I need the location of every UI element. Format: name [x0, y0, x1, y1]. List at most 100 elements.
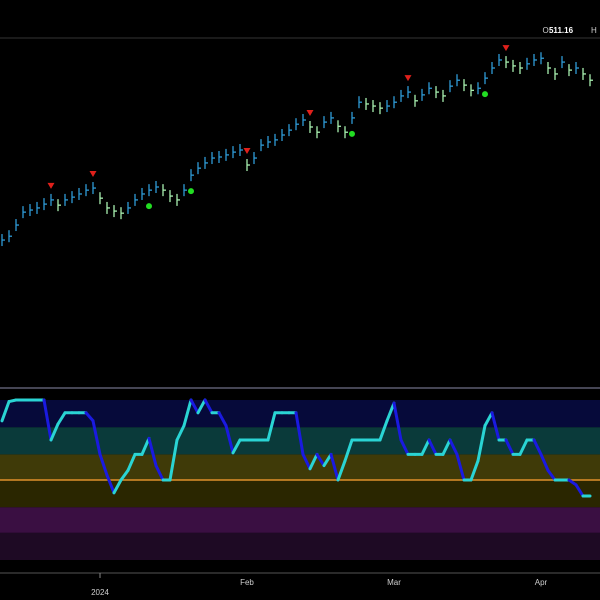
band: [0, 480, 600, 508]
oscillator-segment: [315, 452, 326, 468]
oscillator-segment: [294, 411, 305, 456]
price-bar: [512, 59, 516, 72]
oscillator-segment: [126, 452, 137, 472]
sell-signal: [306, 109, 314, 116]
price-bar: [316, 126, 320, 139]
oscillator-segment: [154, 464, 165, 482]
oscillator-segment: [140, 436, 151, 456]
price-bar: [218, 150, 222, 163]
oscillator-segment: [224, 424, 235, 455]
price-bar: [463, 79, 467, 92]
oscillator-segment: [189, 398, 200, 415]
price-bar: [337, 120, 341, 133]
price-bar: [526, 57, 530, 70]
price-bar: [225, 148, 229, 161]
oscillator-segment: [518, 438, 529, 456]
price-bar: [260, 139, 264, 152]
oscillator-segment: [441, 438, 452, 456]
oscillator-segment: [196, 398, 207, 415]
price-bar: [414, 94, 418, 107]
oscillator-segment: [56, 411, 67, 426]
oscillator-segment: [455, 452, 466, 482]
price-bar: [330, 111, 334, 124]
x-axis-labels: 2024 Feb Mar Apr: [91, 573, 548, 597]
oscillator-segment: [483, 411, 494, 428]
price-bar: [148, 184, 152, 197]
price-bar: [134, 193, 138, 206]
oscillator-segment: [147, 436, 158, 468]
price-bar: [323, 116, 327, 129]
price-bar: [106, 201, 110, 214]
price-bar: [554, 67, 558, 80]
oscillator-segment: [490, 411, 501, 442]
price-bar: [589, 74, 593, 87]
sell-signal: [502, 45, 510, 52]
band: [0, 507, 600, 533]
price-bar: [1, 234, 5, 247]
price-bar: [428, 82, 432, 95]
oscillator-segment: [119, 468, 130, 482]
price-bar: [400, 89, 404, 102]
price-bar: [435, 86, 439, 99]
price-bar: [169, 190, 173, 203]
price-bar: [176, 193, 180, 206]
price-bar: [57, 199, 61, 212]
x-tick-label: 2024: [91, 588, 109, 597]
price-bar: [540, 52, 544, 65]
oscillator-segment: [469, 459, 480, 482]
oscillator-segment: [420, 438, 431, 456]
price-bar: [372, 100, 376, 113]
oscillator-segment: [84, 411, 95, 423]
oscillator-segment: [91, 419, 102, 456]
price-bar: [232, 146, 236, 159]
price-bar: [71, 191, 75, 204]
buy-signal: [146, 203, 152, 210]
price-bar: [442, 89, 446, 102]
band: [0, 400, 600, 428]
price-panel: [1, 45, 593, 247]
oscillator-segment: [105, 473, 116, 495]
oscillator-segment: [399, 438, 410, 456]
oscillator-segment: [546, 468, 557, 482]
price-bar: [141, 187, 145, 200]
price-bar: [477, 82, 481, 95]
price-bar: [575, 62, 579, 75]
sell-signal: [47, 182, 55, 189]
x-tick-label: Apr: [535, 578, 548, 587]
oscillator-segment: [42, 398, 53, 442]
price-bar: [211, 152, 215, 165]
price-bar: [155, 181, 159, 194]
price-bar: [127, 201, 131, 214]
price-bar: [288, 124, 292, 137]
high-label: H: [591, 26, 597, 35]
buy-signal: [188, 188, 194, 195]
price-bar: [302, 114, 306, 127]
price-bar: [491, 62, 495, 75]
price-bar: [421, 88, 425, 101]
price-bar: [582, 67, 586, 80]
price-bar: [120, 207, 124, 220]
price-bar: [36, 201, 40, 214]
price-bar: [99, 192, 103, 205]
price-bar: [92, 182, 96, 195]
oscillator-segment: [539, 452, 550, 472]
price-bar: [267, 135, 271, 148]
oscillator-segment: [343, 438, 354, 463]
oscillator-segment: [168, 438, 179, 482]
oscillator-segment: [392, 401, 403, 442]
oscillator-segment: [322, 452, 333, 468]
price-bar: [43, 198, 47, 211]
oscillator-segment: [448, 438, 459, 456]
price-bar: [78, 187, 82, 200]
oscillator-segment: [532, 438, 543, 456]
price-bar: [379, 102, 383, 115]
oscillator-segment: [49, 422, 60, 442]
oscillator-segment: [574, 483, 585, 498]
price-bar: [309, 120, 313, 133]
x-tick-label: Feb: [240, 578, 254, 587]
price-bar: [470, 84, 474, 97]
price-bar: [505, 56, 509, 69]
band: [0, 454, 600, 480]
oscillator-segment: [266, 411, 277, 442]
price-bar: [449, 80, 453, 93]
